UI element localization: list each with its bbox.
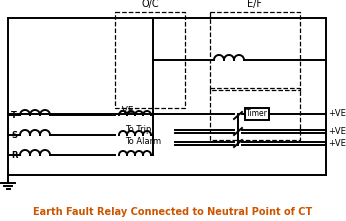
Text: +VE: +VE [328, 109, 346, 118]
Text: T: T [11, 110, 17, 120]
Text: S: S [11, 130, 17, 139]
Text: R: R [11, 151, 18, 160]
Text: +VE: +VE [328, 139, 346, 148]
Text: -VE: -VE [120, 106, 135, 115]
Text: +VE: +VE [328, 127, 346, 136]
Text: Timer: Timer [246, 109, 268, 118]
Bar [245, 108, 269, 120]
Text: O/C: O/C [141, 0, 159, 9]
Text: E/F: E/F [247, 0, 263, 9]
Text: Earth Fault Relay Connected to Neutral Point of CT: Earth Fault Relay Connected to Neutral P… [33, 207, 313, 217]
Text: To Trip: To Trip [125, 126, 152, 135]
Text: To Alarm: To Alarm [125, 137, 161, 147]
